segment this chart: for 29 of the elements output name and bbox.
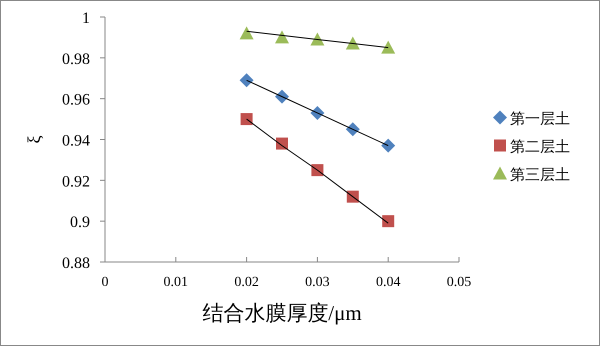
- x-tick-label: 0.05: [446, 275, 472, 290]
- legend-label: 第二层土: [510, 138, 570, 156]
- point: [240, 26, 254, 40]
- point: [346, 36, 360, 50]
- point: [310, 32, 324, 46]
- y-axis-title: ξ: [24, 135, 44, 144]
- legend-label: 第三层土: [510, 166, 570, 184]
- y-tick-label: 0.92: [62, 173, 90, 190]
- x-tick-label: 0.04: [376, 275, 400, 290]
- point: [240, 73, 254, 88]
- y-tick-label: 0.88: [62, 255, 90, 272]
- x-tick-label: 0.02: [234, 275, 259, 290]
- point: [382, 215, 394, 228]
- x-tick-label: 0: [102, 275, 108, 290]
- point: [275, 30, 289, 44]
- point: [381, 138, 396, 153]
- x-axis-title: 结合水膜厚度/μm: [202, 301, 362, 325]
- point: [276, 138, 288, 150]
- point: [346, 190, 359, 203]
- y-tick-label: 0.9: [70, 214, 90, 232]
- y-tick-label: 0.98: [62, 50, 90, 68]
- x-tick-label: 0.03: [305, 275, 330, 290]
- y-tick-label: 0.94: [62, 132, 90, 150]
- y-tick-label: 0.96: [62, 92, 90, 109]
- point: [381, 40, 396, 54]
- point: [240, 113, 253, 126]
- x-tick-label: 0.01: [164, 275, 188, 290]
- legend-label: 第一层土: [510, 110, 570, 128]
- y-tick-label: 1: [82, 10, 90, 27]
